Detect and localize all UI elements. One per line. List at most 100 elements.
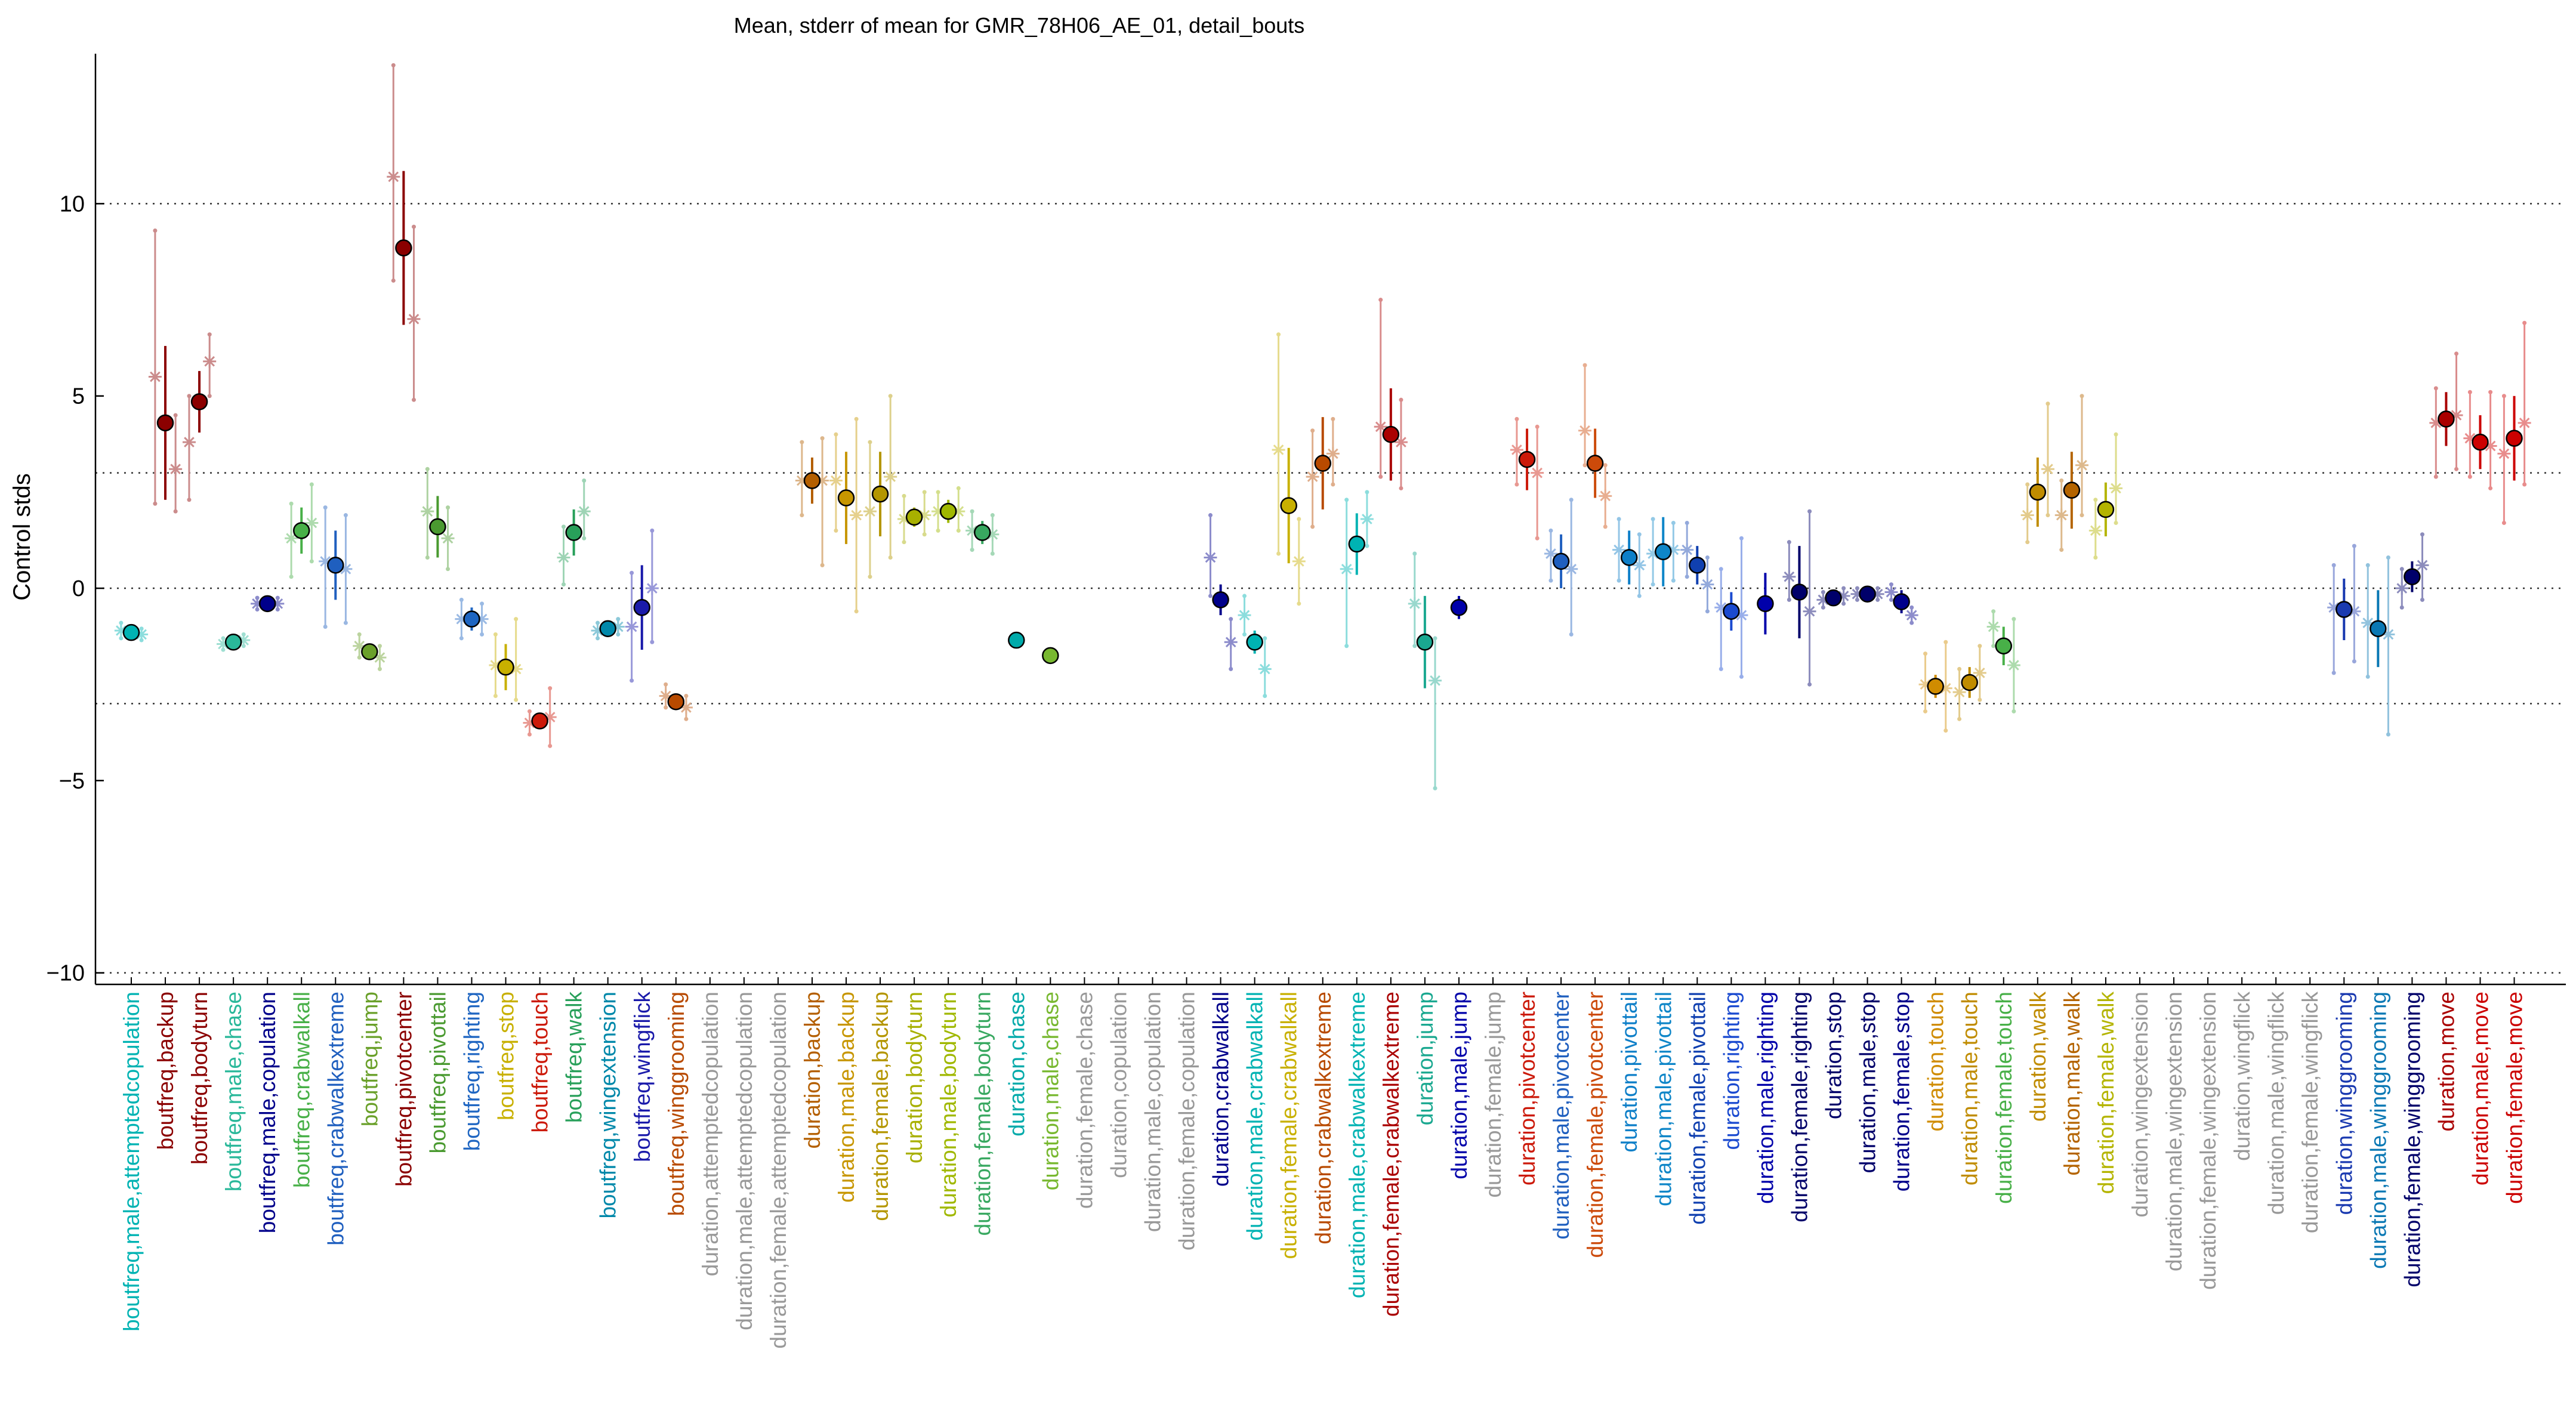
strip-end-dot bbox=[596, 636, 600, 641]
strip-end-dot bbox=[2114, 432, 2118, 437]
strip-star bbox=[2075, 458, 2088, 472]
strip-star bbox=[863, 505, 877, 518]
strip-star bbox=[1986, 620, 2000, 634]
strip-end-dot bbox=[990, 551, 995, 556]
strip-star bbox=[2041, 462, 2054, 476]
strip-end-dot bbox=[1991, 609, 1996, 614]
strip-star bbox=[2007, 658, 2020, 672]
strip-end-dot bbox=[2433, 386, 2438, 391]
strip-star bbox=[182, 436, 196, 449]
strip-star bbox=[1701, 578, 1714, 591]
strip-end-dot bbox=[2433, 474, 2438, 479]
strip-end-dot bbox=[493, 632, 498, 637]
strip-end-dot bbox=[207, 332, 212, 337]
strip-end-dot bbox=[650, 528, 655, 533]
strip-star bbox=[169, 462, 183, 476]
strip-end-dot bbox=[922, 532, 927, 537]
x-tick-label: boutfreq,wingflick bbox=[630, 992, 655, 1162]
strip-end-dot bbox=[2093, 555, 2098, 560]
strip-star bbox=[897, 512, 911, 526]
x-tick-label: duration,male,crabwalkall bbox=[1243, 992, 1267, 1240]
strip-end-dot bbox=[902, 493, 906, 498]
strip-end-dot bbox=[1651, 582, 1655, 587]
strip-star bbox=[421, 505, 434, 518]
mean-point bbox=[224, 634, 242, 651]
strip-end-dot bbox=[1569, 498, 1574, 502]
strip-end-dot bbox=[684, 717, 689, 721]
strip-end-dot bbox=[970, 509, 974, 514]
mean-point bbox=[939, 502, 957, 520]
strip-end-dot bbox=[527, 709, 532, 714]
y-tick-label: 10 bbox=[60, 192, 85, 217]
strip-end-dot bbox=[357, 655, 362, 660]
strip-end-dot bbox=[562, 582, 566, 587]
strip-end-dot bbox=[309, 559, 314, 564]
mean-point bbox=[497, 658, 514, 676]
mean-point bbox=[2472, 433, 2489, 451]
strip-end-dot bbox=[1889, 597, 1893, 602]
x-tick-label: duration,female,wingextension bbox=[2196, 992, 2220, 1290]
strip-end-dot bbox=[1603, 463, 1608, 468]
mean-point bbox=[1995, 637, 2012, 654]
strip-end-dot bbox=[1719, 666, 1723, 671]
strip-end-dot bbox=[630, 570, 634, 575]
mean-point bbox=[837, 489, 855, 507]
strip-end-dot bbox=[2420, 597, 2424, 602]
strip-end-dot bbox=[562, 524, 566, 529]
mean-point bbox=[531, 712, 548, 730]
x-tick-label: duration,female,jump bbox=[1481, 992, 1506, 1198]
strip-end-dot bbox=[1310, 428, 1315, 433]
strip-star bbox=[1258, 662, 1272, 676]
strip-end-dot bbox=[1616, 517, 1621, 521]
x-tick-label: duration,winggrooming bbox=[2332, 992, 2356, 1215]
x-tick-label: duration,male,move bbox=[2468, 992, 2492, 1185]
strip-end-dot bbox=[2522, 482, 2527, 487]
strip-star bbox=[1204, 551, 1217, 564]
strip-end-dot bbox=[153, 501, 158, 506]
strip-end-dot bbox=[1671, 520, 1676, 525]
mean-point bbox=[327, 557, 344, 574]
strip-end-dot bbox=[2114, 520, 2118, 525]
strip-end-dot bbox=[990, 513, 995, 518]
strip-end-dot bbox=[391, 278, 396, 283]
mean-point bbox=[565, 524, 582, 541]
x-tick-label: boutfreq,backup bbox=[153, 992, 178, 1150]
strip-end-dot bbox=[834, 528, 838, 533]
strip-end-dot bbox=[1685, 520, 1689, 525]
strip-end-dot bbox=[2059, 478, 2064, 483]
strip-end-dot bbox=[2467, 474, 2472, 479]
mean-point bbox=[599, 620, 616, 637]
x-tick-label: duration,male,stop bbox=[1856, 992, 1880, 1173]
strip-end-dot bbox=[548, 743, 553, 748]
x-tick-label: duration,male,wingextension bbox=[2162, 992, 2186, 1271]
strip-end-dot bbox=[684, 694, 689, 699]
strip-end-dot bbox=[309, 482, 314, 487]
x-tick-label: duration,wingflick bbox=[2230, 992, 2254, 1161]
strip-end-dot bbox=[2012, 617, 2016, 622]
x-tick-label: duration,walk bbox=[2026, 992, 2050, 1122]
x-tick-label: boutfreq,bodyturn bbox=[187, 992, 212, 1165]
mean-point bbox=[1382, 425, 1400, 443]
strip-end-dot bbox=[1297, 517, 1301, 521]
strip-star bbox=[1680, 543, 1694, 557]
x-tick-label: boutfreq,pivotcenter bbox=[391, 992, 416, 1187]
mean-point bbox=[122, 623, 140, 641]
strip-end-dot bbox=[956, 528, 961, 533]
strip-end-dot bbox=[596, 620, 600, 625]
strip-end-dot bbox=[187, 394, 192, 399]
x-tick-label: duration,female,wingflick bbox=[2298, 992, 2322, 1234]
strip-end-dot bbox=[2488, 486, 2493, 490]
mean-point bbox=[1961, 674, 1978, 691]
strip-star bbox=[1340, 562, 1353, 576]
strip-end-dot bbox=[493, 694, 498, 699]
y-tick-label: −5 bbox=[59, 768, 85, 793]
x-tick-label: duration,male,pivotcenter bbox=[1549, 992, 1574, 1239]
strip-end-dot bbox=[582, 536, 587, 541]
strip-end-dot bbox=[1923, 651, 1928, 656]
strip-end-dot bbox=[956, 486, 961, 490]
x-tick-label: duration,backup bbox=[800, 992, 825, 1148]
strip-end-dot bbox=[459, 597, 464, 602]
strip-end-dot bbox=[582, 478, 587, 483]
strip-end-dot bbox=[2331, 671, 2336, 675]
strip-end-dot bbox=[970, 548, 974, 552]
